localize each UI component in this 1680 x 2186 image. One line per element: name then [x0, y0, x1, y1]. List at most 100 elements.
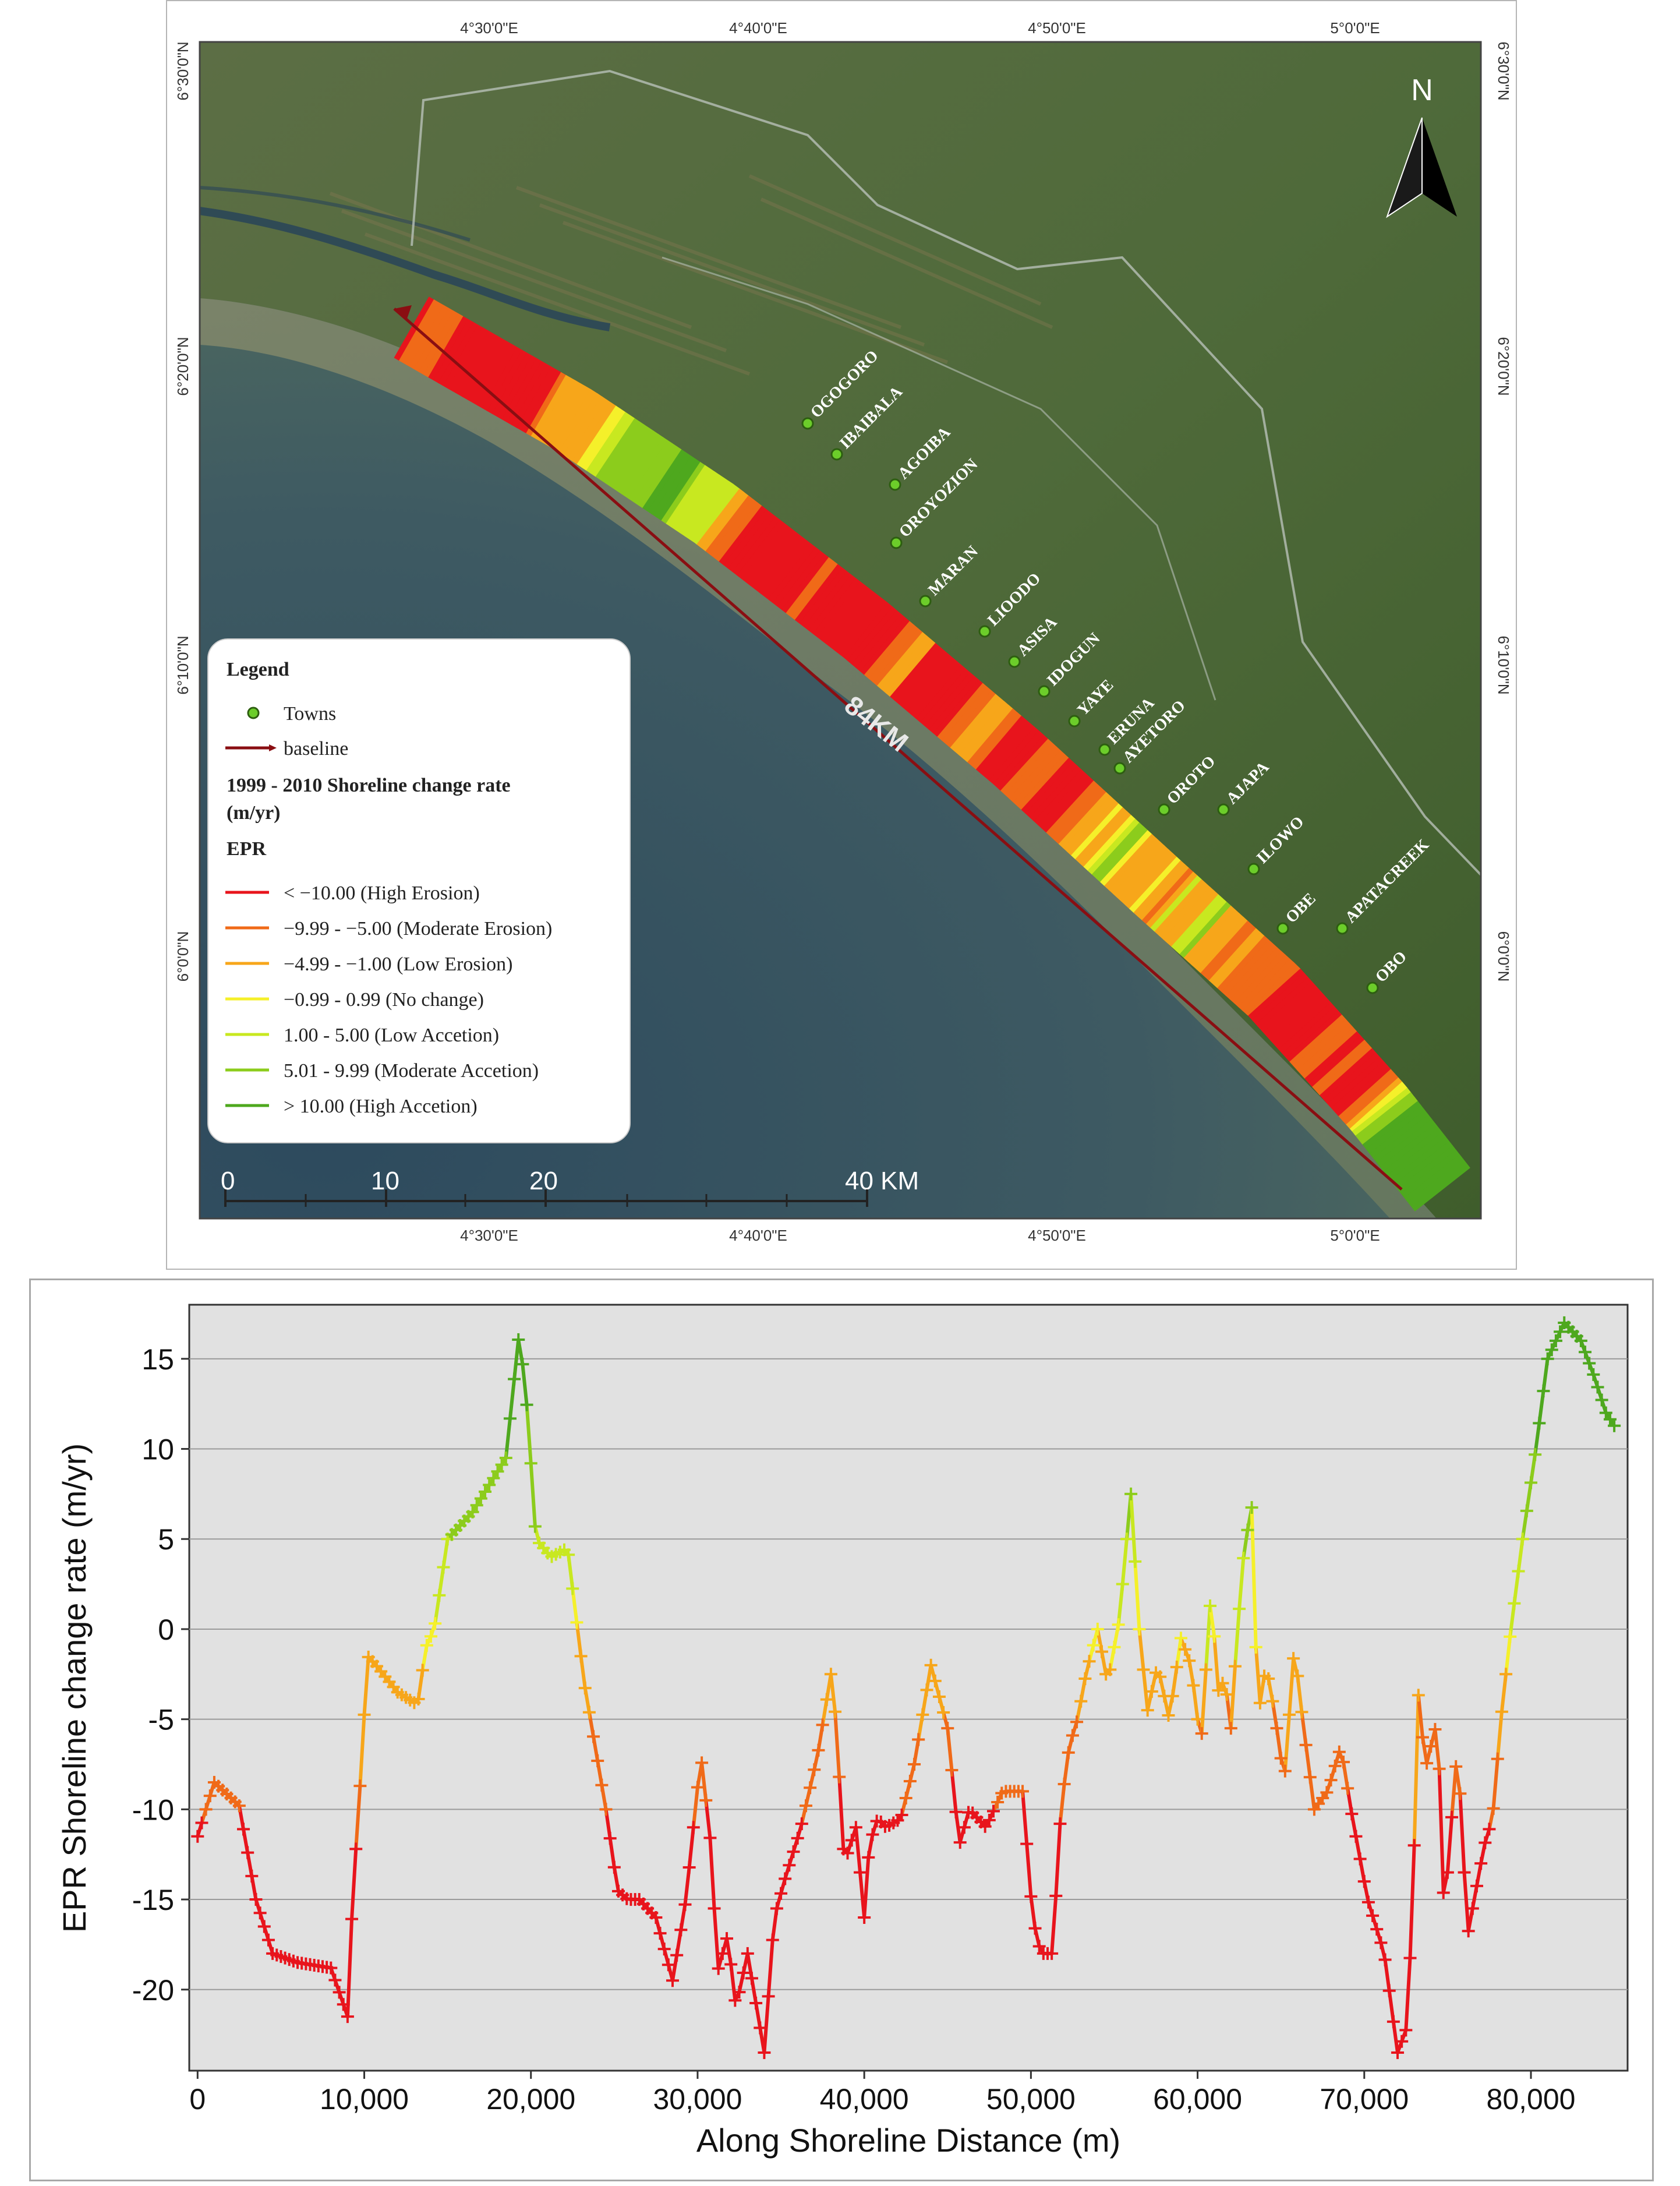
left-lat-2: 6°20'0"N	[174, 337, 192, 395]
y-tick-label: 15	[142, 1343, 174, 1376]
data-point-marker	[1145, 1684, 1158, 1698]
data-point-marker	[1366, 1909, 1380, 1922]
legend-class-label-6: > 10.00 (High Accetion)	[284, 1096, 478, 1117]
data-point-marker	[1583, 1357, 1596, 1370]
data-point-marker	[928, 1674, 942, 1687]
data-point-marker	[678, 1898, 692, 1911]
data-point-marker	[470, 1499, 483, 1512]
data-point-marker	[670, 1948, 684, 1962]
data-point-marker	[349, 1842, 363, 1856]
data-point-marker	[345, 1912, 359, 1926]
y-axis-ticks: 15 10 5 0 -5 -10 -15 -20	[132, 1343, 189, 2007]
data-point-marker	[1520, 1504, 1533, 1517]
town-marker-14	[1276, 922, 1289, 935]
data-point-marker	[1266, 1694, 1279, 1708]
right-latitude-labels: 6°30'0"N 6°20'0"N 6°10'0"N 6°0'0"N	[1495, 41, 1512, 981]
series-segment	[1025, 1842, 1033, 1898]
epr-chart: 15 10 5 0 -5 -10 -15 -20 0 10,000 20,000 30,000 40,…	[56, 1304, 1629, 2159]
x-tick-label: 30,000	[653, 2083, 742, 2116]
data-point-marker	[416, 1664, 429, 1677]
data-point-marker	[703, 1831, 717, 1845]
data-point-marker	[1579, 1345, 1592, 1359]
data-point-marker	[1070, 1715, 1084, 1729]
x-tick-label: 70,000	[1320, 2083, 1409, 2116]
data-point-marker	[829, 1705, 842, 1718]
data-point-marker	[749, 1996, 763, 2010]
data-point-marker	[737, 1966, 750, 1980]
data-point-marker	[474, 1492, 487, 1505]
legend-subtitle-1: 1999 - 2010 Shoreline change rate	[227, 775, 511, 796]
data-point-marker	[1587, 1368, 1600, 1381]
data-point-marker	[1337, 1756, 1350, 1769]
data-point-marker	[1274, 1751, 1288, 1765]
y-tick-label: -15	[132, 1884, 174, 1916]
series-segment	[1204, 1604, 1212, 1672]
data-point-marker	[728, 1994, 742, 2007]
data-point-marker	[1328, 1759, 1342, 1772]
data-point-marker	[1537, 1385, 1550, 1398]
data-point-marker	[1357, 1875, 1371, 1888]
data-point-marker	[245, 1869, 259, 1883]
data-point-marker	[1541, 1352, 1554, 1365]
data-point-marker	[720, 1932, 734, 1945]
series-segment	[1445, 1815, 1454, 1874]
data-point-marker	[1174, 1631, 1187, 1645]
data-point-marker	[257, 1920, 271, 1933]
data-point-marker	[1195, 1727, 1208, 1740]
y-tick-label: -20	[132, 1974, 174, 2007]
data-point-marker	[1282, 1708, 1296, 1721]
data-point-marker	[733, 1986, 746, 1999]
data-point-marker	[1162, 1709, 1175, 1722]
data-point-marker	[328, 1973, 342, 1987]
data-point-marker	[1191, 1712, 1204, 1726]
data-point-marker	[1529, 1448, 1542, 1461]
data-point-marker	[1291, 1669, 1304, 1683]
town-legend-icon	[247, 707, 260, 719]
data-point-marker	[724, 1958, 738, 1971]
data-point-marker	[479, 1485, 492, 1499]
x-tick-label: 10,000	[320, 2083, 409, 2116]
legend-method: EPR	[227, 838, 266, 860]
data-point-marker	[1445, 1810, 1459, 1824]
town-marker-6	[1008, 655, 1021, 668]
data-point-marker	[1483, 1823, 1496, 1836]
data-point-marker	[666, 1974, 680, 1987]
data-point-marker	[570, 1616, 583, 1629]
data-point-marker	[687, 1821, 700, 1834]
data-point-marker	[578, 1682, 592, 1695]
data-point-marker	[1241, 1523, 1254, 1537]
series-segment	[1450, 1764, 1458, 1819]
shoreline-change-band	[394, 296, 1470, 1212]
data-point-marker	[957, 1821, 971, 1834]
data-point-marker	[1028, 1922, 1042, 1935]
data-point-marker	[1391, 2046, 1405, 2060]
town-marker-2	[889, 478, 901, 491]
data-point-marker	[1545, 1343, 1558, 1357]
data-point-marker	[1412, 1689, 1425, 1702]
data-point-marker	[1095, 1645, 1109, 1658]
data-point-marker	[1024, 1890, 1038, 1903]
data-point-marker	[953, 1836, 967, 1849]
town-marker-0	[801, 417, 814, 430]
data-point-marker	[1361, 1895, 1375, 1909]
baseline-arrowhead	[394, 305, 412, 319]
x-tick-label: 50,000	[986, 2083, 1076, 2116]
data-point-marker	[1237, 1552, 1250, 1565]
data-point-marker	[503, 1412, 517, 1425]
data-point-marker	[203, 1789, 217, 1803]
town-label-17: EKE	[1488, 1126, 1516, 1164]
data-point-marker	[662, 1958, 675, 1972]
data-point-marker	[1353, 1852, 1367, 1866]
right-lat-1: 6°30'0"N	[1495, 41, 1512, 100]
data-point-marker	[1091, 1622, 1104, 1636]
series-segment	[854, 1825, 862, 1874]
data-point-marker	[1591, 1380, 1604, 1394]
right-lat-3: 6°10'0"N	[1495, 635, 1512, 694]
data-point-marker	[574, 1650, 588, 1663]
data-point-marker	[261, 1933, 275, 1947]
data-point-marker	[528, 1520, 542, 1533]
data-point-marker	[591, 1754, 604, 1768]
right-lat-2: 6°20'0"N	[1495, 337, 1512, 395]
data-point-marker	[1170, 1661, 1183, 1674]
series-segment	[1233, 1607, 1242, 1668]
